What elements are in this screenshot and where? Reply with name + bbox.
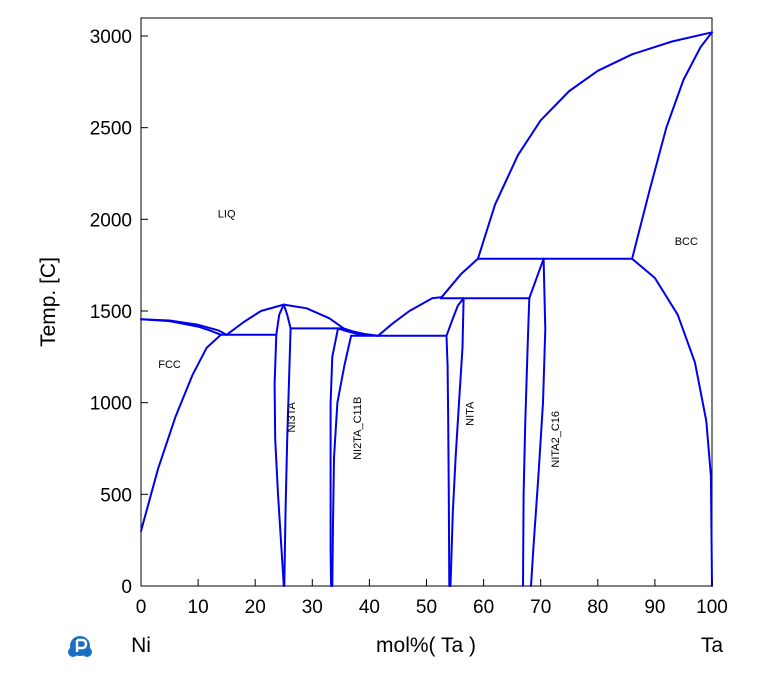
x-tick-label-3: 30 <box>302 597 323 618</box>
y-tick-label-3: 1500 <box>90 302 132 323</box>
y-tick-label-5: 2500 <box>90 119 132 140</box>
x-tick-label-5: 50 <box>416 597 437 618</box>
x-tick-label-1: 10 <box>188 597 209 618</box>
phase-boundary-6 <box>282 303 345 330</box>
x-tick-label-9: 90 <box>644 597 665 618</box>
phase-boundary-27 <box>631 31 713 260</box>
phase-boundary-7 <box>275 303 292 336</box>
phase-boundary-26 <box>476 31 713 260</box>
phase-boundary-5 <box>225 303 285 336</box>
phase-label-ni2ta-c11b: NI2TA_C11B <box>352 397 364 460</box>
x-tick-label-8: 80 <box>587 597 608 618</box>
y-tick-label-1: 500 <box>100 485 132 506</box>
phase-boundary-24 <box>530 257 547 587</box>
y-tick-label-4: 2000 <box>90 210 132 231</box>
phase-boundary-19 <box>449 297 465 587</box>
phase-boundary-14 <box>331 334 353 587</box>
x-axis-title: mol%( Ta ) <box>376 634 476 657</box>
x-tick-label-4: 40 <box>359 597 380 618</box>
phase-label-ni3ta: NI3TA <box>286 401 298 432</box>
phase-boundary-21 <box>439 257 479 300</box>
x-tick-label-2: 20 <box>245 597 266 618</box>
x-right-element-label: Ta <box>701 634 724 657</box>
x-axis: 0 10 20 30 40 50 60 70 80 90 100 <box>136 579 728 618</box>
phase-label-nita2-c16: NITA2_C16 <box>550 411 562 468</box>
phase-label-nita: NITA <box>464 401 476 426</box>
y-tick-label-0: 0 <box>121 577 132 598</box>
x-tick-label-0: 0 <box>136 597 147 618</box>
phase-label-bcc: BCC <box>675 236 698 248</box>
phase-label-liq: LIQ <box>218 209 236 221</box>
phase-region-labels: LIQ FCC BCC NI3TA NI2TA_C11B NITA NITA2_C16 <box>158 209 698 468</box>
phase-boundary-23 <box>522 297 531 587</box>
y-tick-label-6: 3000 <box>90 27 132 48</box>
phase-boundary-18 <box>445 297 465 337</box>
phase-boundary-8 <box>273 333 285 587</box>
phase-boundary-22 <box>528 257 545 300</box>
y-axis: 0 500 1000 1500 2000 2500 3000 <box>90 27 148 598</box>
x-tick-label-10: 100 <box>696 597 728 618</box>
phase-boundary-13 <box>329 327 339 587</box>
phase-boundary-28 <box>631 257 713 587</box>
phase-boundary-3 <box>140 333 222 532</box>
x-tick-label-6: 60 <box>473 597 494 618</box>
software-logo-icon <box>68 636 92 657</box>
y-axis-title: Temp. [C] <box>37 257 60 347</box>
x-left-element-label: Ni <box>131 634 151 657</box>
phase-boundaries <box>140 31 713 587</box>
phase-boundary-17 <box>445 334 451 587</box>
y-tick-label-2: 1000 <box>90 394 132 415</box>
phase-boundary-16 <box>377 296 442 337</box>
x-tick-label-7: 70 <box>530 597 551 618</box>
phase-boundary-2 <box>140 318 222 336</box>
phase-boundary-9 <box>283 327 292 587</box>
phase-label-fcc: FCC <box>158 359 181 371</box>
